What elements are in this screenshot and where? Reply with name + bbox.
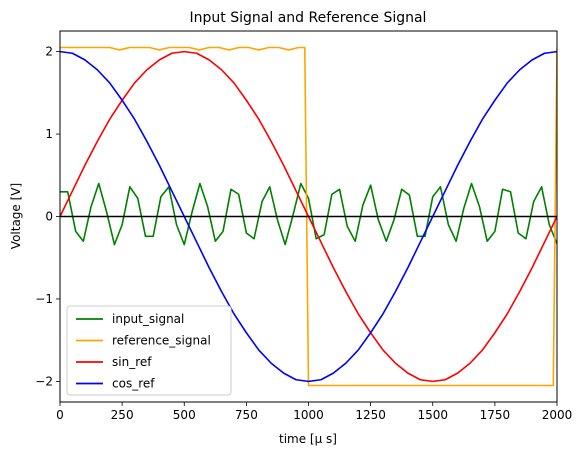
x-tick-label: 2000	[542, 408, 573, 422]
y-tick-label: −1	[35, 292, 53, 306]
series-line-reference_signal	[60, 46, 557, 387]
axis-ticks: 0 250 500 750 1000 1250 1500 1750 2000 2 1 0 −1 −2	[35, 45, 572, 422]
x-tick-label: 500	[173, 408, 196, 422]
series-line-cos_ref	[60, 50, 557, 383]
legend-entry-label: input_signal	[112, 312, 184, 326]
plot-frame	[59, 30, 558, 403]
x-tick-label: 750	[235, 408, 258, 422]
legend: input_signal reference_signal sin_ref cos_r…	[66, 305, 232, 396]
legend-entry-label: reference_signal	[112, 334, 211, 348]
legend-box	[66, 305, 232, 396]
y-tick-label: 2	[45, 45, 53, 59]
y-tick-label: 1	[45, 127, 53, 141]
x-tick-label: 1750	[480, 408, 511, 422]
legend-entry-label: cos_ref	[112, 377, 155, 391]
x-tick-label: 250	[111, 408, 134, 422]
plot-area	[60, 46, 557, 387]
x-tick-label: 1250	[355, 408, 386, 422]
chart-title: Input Signal and Reference Signal	[190, 10, 427, 26]
series-line-input_signal	[60, 182, 557, 246]
x-tick-label: 1000	[293, 408, 324, 422]
x-tick-label: 0	[56, 408, 64, 422]
legend-entry-label: sin_ref	[112, 355, 152, 369]
y-tick-label: 0	[45, 210, 53, 224]
y-axis-label: Voltage [V]	[9, 183, 23, 249]
x-axis-label: time [μ s]	[279, 432, 337, 446]
y-tick-label: −2	[35, 374, 53, 388]
x-tick-label: 1500	[417, 408, 448, 422]
